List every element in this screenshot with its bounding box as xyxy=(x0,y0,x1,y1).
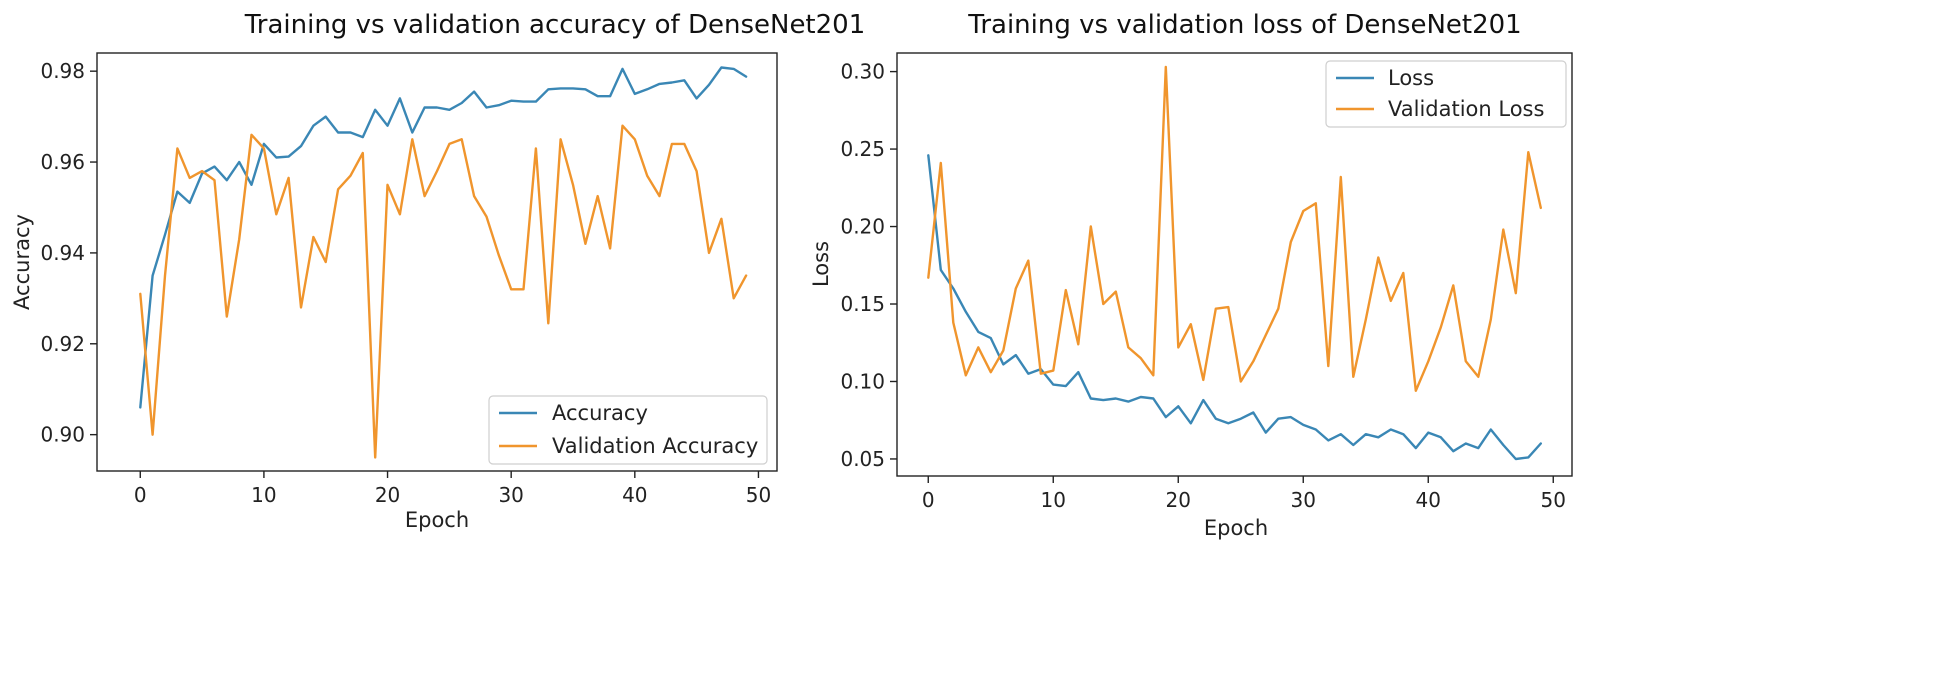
loss-legend: Loss Validation Loss xyxy=(1325,60,1567,128)
loss-x-tick-label: 20 xyxy=(1166,488,1191,512)
loss-x-tick-label: 0 xyxy=(922,488,935,512)
loss-x-tick-label: 40 xyxy=(1416,488,1441,512)
loss-x-axis-label: Epoch xyxy=(1204,516,1268,540)
loss-legend-label-loss: Loss xyxy=(1388,66,1434,90)
loss-chart: Training vs validation loss of DenseNet2… xyxy=(809,10,1573,540)
accuracy-x-axis-label: Epoch xyxy=(405,508,469,532)
loss-series-line-loss xyxy=(927,154,1543,461)
accuracy-y-tick-label: 0.94 xyxy=(40,241,85,265)
loss-x-tick-label: 10 xyxy=(1041,488,1066,512)
accuracy-plot-frame xyxy=(96,52,778,472)
accuracy-x-tick-label: 0 xyxy=(134,483,147,507)
accuracy-legend: Accuracy Validation Accuracy xyxy=(488,395,768,465)
accuracy-legend-label-accuracy: Accuracy xyxy=(552,401,648,425)
accuracy-legend-label-validation-accuracy: Validation Accuracy xyxy=(552,434,758,458)
loss-y-tick-label: 0.05 xyxy=(840,447,885,471)
loss-plot-frame xyxy=(896,52,1573,477)
loss-legend-label-validation-loss: Validation Loss xyxy=(1388,97,1544,121)
accuracy-chart-title: Training vs validation accuracy of Dense… xyxy=(244,10,866,40)
accuracy-x-tick-label: 10 xyxy=(251,483,276,507)
accuracy-y-tick-label: 0.96 xyxy=(40,150,85,174)
accuracy-series-line-validation-accuracy xyxy=(139,124,748,459)
loss-y-tick-label: 0.30 xyxy=(840,60,885,84)
accuracy-series-line-accuracy xyxy=(139,66,748,409)
accuracy-x-tick-label: 20 xyxy=(375,483,400,507)
accuracy-y-tick-label: 0.92 xyxy=(40,332,85,356)
loss-y-tick-label: 0.20 xyxy=(840,215,885,239)
loss-chart-title: Training vs validation loss of DenseNet2… xyxy=(967,10,1521,40)
loss-x-tick-label: 30 xyxy=(1291,488,1316,512)
accuracy-chart: Training vs validation accuracy of Dense… xyxy=(10,10,865,532)
accuracy-x-tick-label: 50 xyxy=(746,483,771,507)
loss-y-tick-label: 0.25 xyxy=(840,137,885,161)
loss-y-axis-label: Loss xyxy=(809,241,833,287)
loss-y-tick-label: 0.15 xyxy=(840,292,885,316)
accuracy-x-tick-label: 30 xyxy=(498,483,523,507)
accuracy-y-tick-label: 0.90 xyxy=(40,423,85,447)
accuracy-legend-box xyxy=(488,395,768,465)
accuracy-y-tick-label: 0.98 xyxy=(40,59,85,83)
accuracy-y-axis-label: Accuracy xyxy=(10,214,34,310)
loss-series-line-validation-loss xyxy=(927,65,1543,392)
loss-legend-box xyxy=(1325,60,1567,128)
accuracy-x-tick-label: 40 xyxy=(622,483,647,507)
loss-x-tick-label: 50 xyxy=(1541,488,1566,512)
loss-y-tick-label: 0.10 xyxy=(840,369,885,393)
